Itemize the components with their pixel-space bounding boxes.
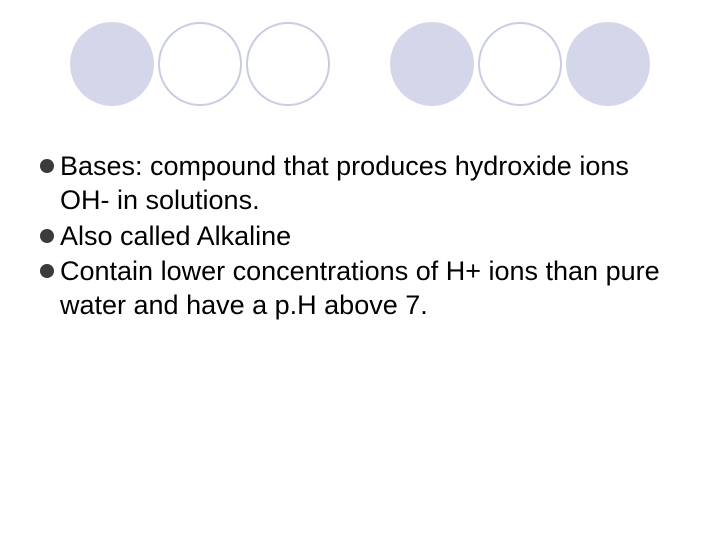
bullet-item: Bases: compound that produces hydroxide … [40, 150, 680, 218]
bullet-text: Bases: compound that produces hydroxide … [60, 150, 680, 218]
decor-circle [566, 22, 650, 106]
slide-content: Bases: compound that produces hydroxide … [40, 150, 680, 325]
decorative-circles-row [0, 22, 720, 106]
bullet-text: Also called Alkaline [60, 220, 291, 254]
bullet-marker-icon [40, 264, 54, 278]
decor-circle [246, 22, 330, 106]
bullet-text: Contain lower concentrations of H+ ions … [60, 255, 680, 323]
decor-circle [390, 22, 474, 106]
bullet-marker-icon [40, 229, 54, 243]
decor-circle [70, 22, 154, 106]
bullet-item: Contain lower concentrations of H+ ions … [40, 255, 680, 323]
bullet-marker-icon [40, 159, 54, 173]
bullet-item: Also called Alkaline [40, 220, 680, 254]
decor-circle [158, 22, 242, 106]
decor-circle [478, 22, 562, 106]
